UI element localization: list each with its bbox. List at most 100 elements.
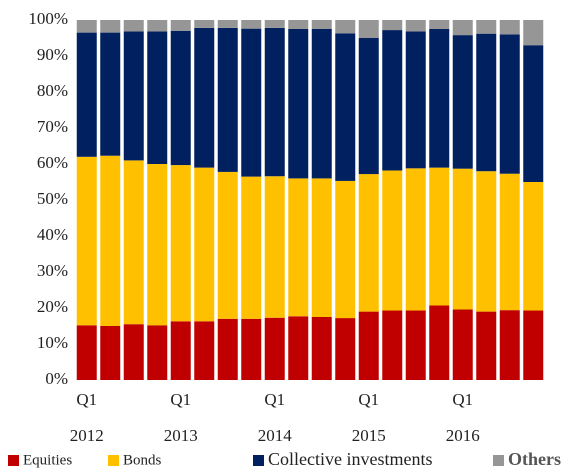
bar-segment [76, 325, 97, 380]
bar-segment [264, 176, 285, 318]
legend-swatch [108, 455, 119, 466]
x-tick-label: Q1 [264, 390, 285, 409]
bar-segment [288, 178, 309, 317]
bar-segment [170, 20, 191, 31]
legend-swatch [493, 455, 504, 466]
bar-segment [382, 30, 403, 171]
bar-segment [429, 305, 450, 380]
bar-segment [429, 29, 450, 168]
x-tick-label: Q1 [170, 390, 191, 409]
bar-segment [452, 35, 473, 169]
legend-label: Collective investments [268, 449, 432, 469]
bar-segment [452, 168, 473, 310]
y-tick-label: 60% [37, 153, 68, 172]
bar-segment [76, 156, 97, 326]
legend-label: Others [508, 449, 561, 469]
bar-segment [76, 32, 97, 157]
bar-segment [311, 29, 332, 179]
bar-segment [123, 31, 144, 161]
bar-segment [335, 33, 356, 181]
y-tick-label: 20% [37, 297, 68, 316]
bar-segment [100, 32, 121, 156]
bar-segment [241, 176, 262, 319]
bar-segment [123, 20, 144, 32]
bar-segment [499, 20, 520, 35]
y-tick-label: 10% [37, 333, 68, 352]
bar-segment [264, 20, 285, 28]
year-label: 2012 [70, 426, 104, 445]
bar-segment [429, 167, 450, 306]
bar-segment [100, 326, 121, 380]
bar-segment [147, 20, 168, 32]
y-tick-label: 80% [37, 81, 68, 100]
bar-segment [147, 31, 168, 164]
bar-segment [499, 34, 520, 174]
bar-segment [311, 317, 332, 380]
legend-label: Equities [23, 452, 72, 468]
y-tick-label: 50% [37, 189, 68, 208]
bar-segment [335, 20, 356, 34]
bar-segment [405, 310, 426, 380]
bar-segment [241, 28, 262, 177]
bar-segment [523, 45, 544, 183]
y-tick-label: 30% [37, 261, 68, 280]
x-tick-label: Q1 [452, 390, 473, 409]
bar-segment [499, 173, 520, 311]
bar-segment [335, 180, 356, 319]
bar-segment [405, 168, 426, 311]
bar-segment [170, 321, 191, 380]
bar-segment [100, 20, 121, 33]
bar-segment [217, 27, 238, 172]
bar-segment [311, 178, 332, 317]
bar-segment [476, 33, 497, 172]
bar-segment [100, 155, 121, 326]
bar-segment [358, 20, 379, 38]
bar-segment [76, 20, 97, 33]
year-label: 2014 [258, 426, 293, 445]
bar-segment [288, 29, 309, 179]
bar-segment [429, 20, 450, 29]
bar-segment [194, 167, 215, 322]
y-tick-label: 90% [37, 45, 68, 64]
bar-segment [217, 171, 238, 319]
year-label: 2013 [164, 426, 198, 445]
bar-segment [382, 170, 403, 311]
bar-segment [405, 31, 426, 169]
bar-segment [217, 20, 238, 28]
bar-segment [241, 20, 262, 29]
bar-segment [170, 30, 191, 166]
bar-segment [264, 27, 285, 177]
x-tick-label: Q1 [76, 390, 97, 409]
bar-segment [335, 318, 356, 380]
bar-segment [405, 20, 426, 32]
year-label: 2015 [352, 426, 386, 445]
bar-segment [382, 310, 403, 380]
legend-label: Bonds [123, 452, 162, 468]
bar-segment [523, 20, 544, 46]
bar-segment [264, 317, 285, 380]
legend-swatch [8, 455, 19, 466]
bar-segment [358, 38, 379, 175]
y-tick-label: 70% [37, 117, 68, 136]
bar-segment [194, 321, 215, 380]
bar-segment [147, 325, 168, 380]
bar-segment [452, 309, 473, 380]
bar-segment [476, 311, 497, 380]
y-tick-label: 0% [45, 369, 68, 388]
legend-swatch [253, 455, 264, 466]
bar-segment [358, 174, 379, 312]
bar-segment [123, 160, 144, 325]
bar-segment [476, 20, 497, 34]
bar-segment [499, 310, 520, 380]
bar-segment [123, 324, 144, 380]
bar-segment [523, 182, 544, 311]
bar-segment [523, 310, 544, 380]
bar-segment [241, 318, 262, 380]
bar-segment [288, 316, 309, 380]
bar-segment [476, 171, 497, 312]
bar-segment [288, 20, 309, 29]
y-tick-label: 100% [28, 9, 68, 28]
bar-segment [147, 164, 168, 326]
bar-segment [358, 311, 379, 380]
